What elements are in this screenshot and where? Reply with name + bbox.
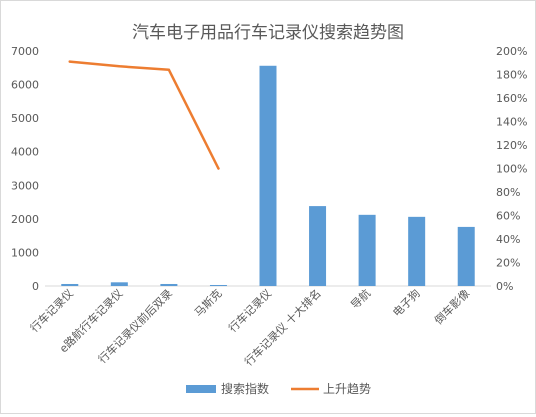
x-category-label: 行车记录仪 xyxy=(27,286,76,335)
trend-point xyxy=(167,68,171,72)
y-right-tick-label: 40% xyxy=(496,233,520,246)
bars xyxy=(61,65,475,287)
trend-point xyxy=(118,65,121,68)
legend: 搜索指数 上升趋势 xyxy=(186,381,371,396)
bar xyxy=(61,283,79,286)
bar xyxy=(408,216,426,286)
y-right-tick-label: 160% xyxy=(496,92,527,105)
y-right-tick-label: 80% xyxy=(496,186,520,199)
x-category-label: 马斯克 xyxy=(192,287,225,320)
y-left-tick-label: 7000 xyxy=(11,45,39,58)
y-left-tick-label: 3000 xyxy=(11,179,39,192)
bar xyxy=(160,283,178,286)
y-left-tick-label: 5000 xyxy=(11,112,39,125)
x-category-label: 导航 xyxy=(348,286,373,311)
bar xyxy=(110,282,128,286)
legend-label-line: 上升趋势 xyxy=(323,382,371,396)
y-right-tick-label: 0% xyxy=(496,280,513,293)
y-left-tick-label: 1000 xyxy=(11,246,39,259)
y-left-tick-label: 2000 xyxy=(11,213,39,226)
trend-line-path xyxy=(68,60,220,170)
y-right-tick-label: 200% xyxy=(496,45,527,58)
trend-point xyxy=(68,60,71,63)
x-category-label: 电子狗 xyxy=(390,287,423,320)
y-right-tick-label: 140% xyxy=(496,116,527,129)
y-left-tick-label: 4000 xyxy=(11,146,39,159)
bar xyxy=(209,284,227,286)
y-right-tick-label: 60% xyxy=(496,210,520,223)
y-right-tick-label: 100% xyxy=(496,163,527,176)
legend-swatch-bar xyxy=(186,385,216,393)
y-right-tick-label: 180% xyxy=(496,69,527,82)
y-left-tick-label: 0 xyxy=(32,280,39,293)
x-category-label: 行车记录仪 xyxy=(225,286,274,335)
bar xyxy=(358,214,376,286)
trend-line xyxy=(68,60,220,170)
chart-title: 汽车电子用品行车记录仪搜索趋势图 xyxy=(132,23,404,43)
y-right-tick-label: 120% xyxy=(496,139,527,152)
bar xyxy=(457,226,475,286)
bar xyxy=(309,206,327,286)
legend-label-bar: 搜索指数 xyxy=(221,381,269,396)
x-category-label: 倒车影像 xyxy=(431,286,472,327)
trend-point xyxy=(217,167,220,170)
y-right-tick-label: 20% xyxy=(496,257,520,270)
bar xyxy=(259,65,277,287)
y-left-tick-label: 6000 xyxy=(11,79,39,92)
